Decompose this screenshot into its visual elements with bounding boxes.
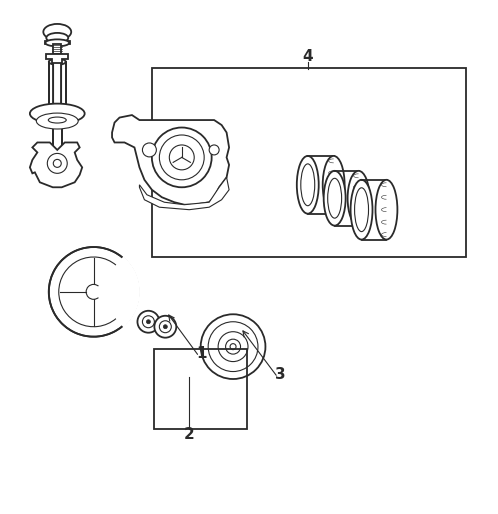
Circle shape	[86, 284, 101, 299]
Ellipse shape	[324, 171, 346, 226]
Circle shape	[209, 145, 219, 155]
Polygon shape	[112, 115, 229, 205]
Text: 3: 3	[274, 367, 285, 382]
Ellipse shape	[142, 316, 154, 328]
Circle shape	[152, 127, 212, 187]
Bar	[154, 349, 247, 429]
Polygon shape	[30, 142, 82, 187]
Ellipse shape	[45, 40, 69, 46]
Ellipse shape	[154, 316, 176, 338]
Circle shape	[208, 322, 258, 372]
Ellipse shape	[297, 156, 319, 214]
Polygon shape	[139, 177, 229, 210]
Ellipse shape	[159, 321, 171, 333]
Ellipse shape	[49, 59, 66, 65]
Ellipse shape	[355, 188, 369, 232]
Ellipse shape	[48, 117, 66, 123]
Polygon shape	[45, 41, 70, 44]
Polygon shape	[46, 54, 68, 63]
Ellipse shape	[328, 178, 342, 218]
Ellipse shape	[30, 104, 85, 123]
Text: 4: 4	[302, 49, 313, 64]
Text: 2: 2	[184, 427, 195, 442]
Ellipse shape	[49, 109, 66, 116]
Bar	[152, 68, 466, 257]
Circle shape	[163, 325, 167, 329]
Circle shape	[226, 339, 241, 354]
Ellipse shape	[348, 171, 370, 226]
Text: 1: 1	[196, 345, 207, 361]
Polygon shape	[53, 62, 61, 113]
Ellipse shape	[46, 33, 68, 43]
Polygon shape	[49, 62, 66, 113]
Circle shape	[146, 320, 150, 324]
Ellipse shape	[351, 180, 373, 240]
Circle shape	[53, 159, 61, 168]
Circle shape	[230, 344, 236, 350]
Polygon shape	[53, 44, 61, 54]
Wedge shape	[94, 256, 140, 327]
Circle shape	[201, 314, 265, 379]
Polygon shape	[53, 120, 62, 172]
Ellipse shape	[323, 156, 345, 214]
Circle shape	[218, 332, 248, 361]
Circle shape	[49, 247, 138, 337]
Ellipse shape	[36, 113, 78, 129]
Ellipse shape	[43, 24, 71, 40]
Circle shape	[47, 153, 67, 173]
Circle shape	[142, 143, 156, 157]
Ellipse shape	[301, 164, 315, 206]
Ellipse shape	[375, 180, 397, 240]
Circle shape	[169, 145, 194, 170]
Ellipse shape	[137, 311, 159, 333]
Circle shape	[159, 135, 204, 180]
